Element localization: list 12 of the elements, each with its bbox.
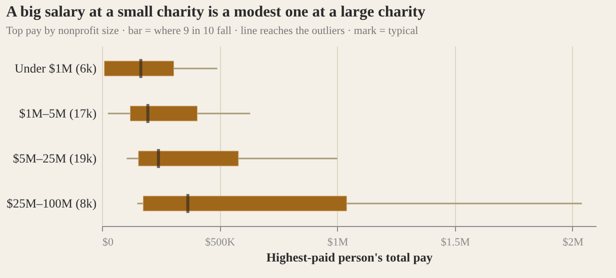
x-axis-title: Highest-paid person's total pay bbox=[266, 250, 434, 264]
chart-subtitle: Top pay by nonprofit size · bar = where 9 in 10 fall · line reaches the outliers · mark = typical bbox=[6, 25, 418, 37]
x-tick-label: $1M bbox=[327, 236, 348, 248]
y-tick-label: $25M–100M (8k) bbox=[6, 196, 96, 210]
x-tick-label: $0 bbox=[102, 236, 114, 248]
chart-title: A big salary at a small charity is a modest one at a large charity bbox=[6, 4, 426, 20]
y-tick-label: $5M–25M (19k) bbox=[12, 152, 96, 166]
y-tick-label: Under $1M (6k) bbox=[14, 62, 96, 76]
x-tick-label: $2M bbox=[562, 236, 584, 248]
x-tick-label: $500K bbox=[205, 236, 236, 248]
y-tick-label: $1M–5M (17k) bbox=[19, 106, 96, 120]
x-tick-label: $1.5M bbox=[440, 236, 470, 248]
